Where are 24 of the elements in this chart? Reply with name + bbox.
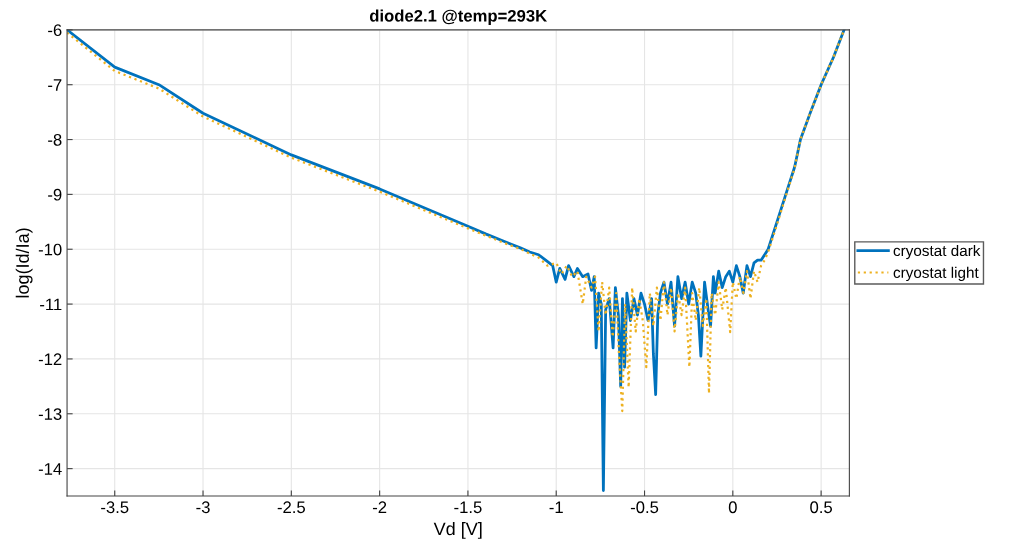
legend-label: cryostat light [893,266,979,282]
y-axis-title: log(Id/Ia) [15,228,33,298]
y-tick-label: -11 [40,298,62,311]
x-tick-label: -2.5 [277,501,305,514]
x-tick-label: 0.5 [810,501,833,514]
y-tick-label: -9 [48,188,62,201]
x-axis-title: Vd [V] [433,521,482,539]
chart-title: diode2.1 @temp=293K [369,9,548,25]
x-tick-label: -3 [196,501,210,514]
x-tick-label: -2 [372,501,387,513]
x-tick-label: -0.5 [630,501,659,514]
y-tick-label: -6 [48,24,62,37]
y-tick-label: -8 [48,133,62,146]
line-series [67,29,846,413]
y-tick-label: -7 [48,79,62,91]
x-tick-label: -1 [549,501,563,513]
legend-label: cryostat dark [893,244,981,260]
y-tick-label: -10 [38,243,62,256]
y-tick-label: -13 [38,408,62,420]
x-tick-label: -1.5 [454,501,482,514]
y-tick-label: -12 [38,353,62,365]
x-tick-label: 0 [728,501,737,514]
x-tick-label: -3.5 [101,501,129,514]
y-tick-label: -14 [38,463,62,475]
